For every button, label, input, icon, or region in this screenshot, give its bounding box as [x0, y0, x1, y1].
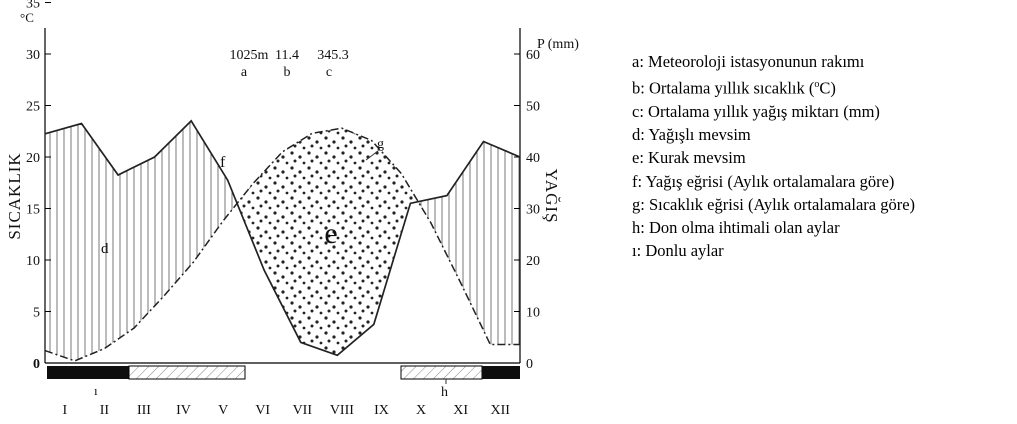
left-tick-label: 0 [33, 357, 40, 372]
left-tick-label: 20 [26, 151, 40, 166]
legend-item-c: c: Ortalama yıllık yağış miktarı (mm) [632, 101, 880, 121]
frost-bar [47, 365, 520, 380]
right-axis-title: YAĞIŞ [542, 168, 561, 223]
climate-diagram: 0 5 10 15 20 25 30 35 0 10 20 30 40 50 60 °C P (mm) S… [5, 0, 579, 418]
legend-item-g: g: Sıcaklık eğrisi (Aylık ortalamalara g… [632, 194, 916, 214]
month-label: XI [453, 403, 468, 418]
right-axis-ticks: 0 10 20 30 40 50 60 [514, 48, 540, 372]
right-tick-label: 0 [526, 357, 533, 372]
legend-item-a: a: Meteoroloji istasyonunun rakımı [632, 52, 865, 71]
legend: a: Meteoroloji istasyonunun rakımı b: Or… [632, 50, 915, 262]
month-label: III [137, 403, 151, 418]
left-tick-label: 35 [26, 0, 40, 12]
summary-key-c: c [326, 65, 332, 80]
right-axis-unit: P (mm) [537, 37, 579, 52]
summary-temperature: 11.4 [275, 48, 299, 63]
summary-key-b: b [284, 65, 291, 80]
left-axis-title: SICAKLIK [5, 152, 24, 239]
month-label: VII [293, 403, 313, 418]
right-tick-label: 20 [526, 254, 540, 269]
frost-months-label: ı [94, 383, 98, 398]
summary-precipitation: 345.3 [317, 48, 349, 63]
frost-months-bar [482, 366, 520, 379]
frost-risk-bar [128, 365, 246, 380]
frost-months-bar [47, 366, 129, 379]
legend-item-d: d: Yağışlı mevsim [632, 125, 751, 145]
month-label: I [62, 403, 67, 418]
legend-item-f: f: Yağış eğrisi (Aylık ortalamalara göre… [632, 171, 895, 191]
left-tick-label: 25 [26, 100, 40, 115]
month-label: VIII [330, 403, 354, 418]
frost-risk-bar [400, 365, 483, 380]
month-label: IV [176, 403, 191, 418]
arid-area-label: e [324, 217, 337, 250]
left-axis-unit: °C [20, 10, 34, 25]
legend-item-h: h: Don olma ihtimali olan aylar [632, 217, 840, 237]
summary-altitude: 1025m [230, 48, 269, 63]
g-curve-label: g [377, 137, 384, 152]
left-tick-label: 10 [26, 254, 40, 269]
month-label: XII [490, 403, 510, 418]
right-tick-label: 40 [526, 151, 540, 166]
month-label: IX [374, 403, 389, 418]
month-label: V [218, 403, 228, 418]
month-label: VI [255, 403, 270, 418]
left-tick-label: 5 [33, 306, 40, 321]
f-curve-label: f [220, 154, 226, 171]
legend-item-i: ı: Donlu aylar [632, 241, 724, 261]
month-labels: I II III IV V VI VII VIII IX X XI XII [62, 403, 510, 418]
right-tick-label: 10 [526, 306, 540, 321]
left-tick-label: 30 [26, 48, 40, 63]
frost-risk-label: h [441, 385, 448, 400]
summary-key-a: a [241, 65, 248, 80]
precipitation-curve-f [44, 119, 521, 357]
right-tick-label: 50 [526, 100, 540, 115]
g-label-leader [365, 150, 379, 161]
humid-area-label: d [101, 241, 109, 257]
left-tick-label: 15 [26, 203, 40, 218]
month-label: II [100, 403, 110, 418]
month-label: X [416, 403, 426, 418]
legend-item-b: b: Ortalama yıllık sıcaklık (oC) [632, 78, 836, 98]
legend-item-e: e: Kurak mevsim [632, 148, 746, 168]
right-tick-label: 30 [526, 203, 540, 218]
temperature-curve-g [44, 127, 520, 362]
left-axis-ticks: 0 5 10 15 20 25 30 35 [26, 0, 51, 372]
right-tick-label: 60 [526, 48, 540, 63]
